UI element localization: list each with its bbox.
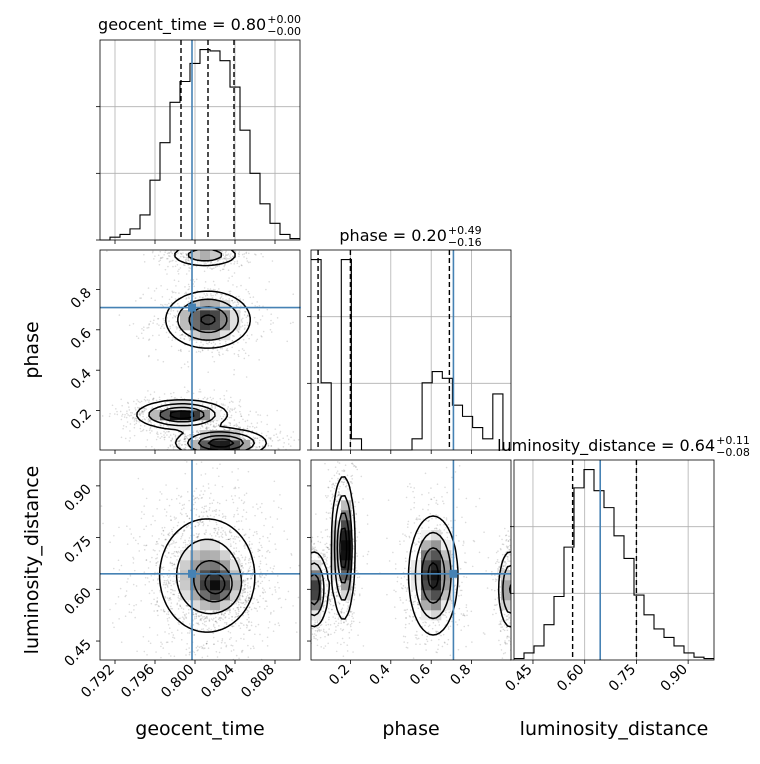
x-tick-label: 0.6 (407, 661, 434, 688)
y-tick-label: 0.4 (68, 366, 95, 393)
injection-marker (188, 570, 196, 578)
x-tick-label: 0.45 (502, 662, 535, 695)
y-tick-label: 0.8 (68, 285, 95, 312)
x-axis-label-luminosity_distance: luminosity_distance (520, 718, 709, 740)
title-text: geocent_time = 0.80 (98, 15, 266, 35)
x-tick-label: 0.792 (78, 662, 118, 702)
histogram-luminosity_distance (514, 470, 714, 659)
y-tick-label: 0.60 (61, 585, 94, 618)
title-sub: −0.00 (267, 25, 301, 38)
x-tick-label: 0.60 (554, 662, 587, 695)
y-tick-label: 0.75 (61, 533, 94, 566)
title-text: luminosity_distance = 0.64 (497, 436, 715, 456)
histogram-phase (311, 260, 511, 450)
x-axis-label-phase: phase (382, 718, 439, 740)
x-tick-label: 0.804 (198, 661, 238, 701)
title-geocent_time: geocent_time = 0.80+0.00−0.00 (98, 13, 301, 38)
histogram-geocent_time (100, 50, 300, 240)
y-axis-label-luminosity_distance: luminosity_distance (21, 466, 43, 655)
x-tick-label: 0.796 (118, 661, 158, 701)
x-tick-label: 0.4 (367, 661, 394, 688)
title-luminosity_distance: luminosity_distance = 0.64+0.11−0.08 (497, 434, 750, 459)
x-axis-label-geocent_time: geocent_time (135, 718, 264, 740)
x-tick-label: 0.800 (158, 662, 198, 702)
x-tick-label: 0.8 (447, 662, 474, 689)
y-tick-label: 0.45 (61, 637, 94, 670)
injection-marker (188, 304, 196, 312)
title-phase: phase = 0.20+0.49−0.16 (339, 224, 481, 249)
injection-marker (449, 570, 457, 578)
x-tick-label: 0.2 (326, 662, 353, 689)
title-sub: −0.16 (448, 236, 482, 249)
y-axis-label-phase: phase (21, 321, 43, 378)
x-tick-label: 0.90 (658, 662, 691, 695)
y-tick-label: 0.6 (68, 325, 95, 352)
title-text: phase = 0.20 (339, 226, 446, 245)
density-panel-geocent_time-luminosity_distance (79, 449, 322, 724)
y-tick-label: 0.2 (68, 406, 95, 433)
density-panel-geocent_time-phase (86, 235, 330, 472)
y-tick-label: 0.90 (61, 481, 94, 514)
x-tick-label: 0.808 (238, 662, 278, 702)
title-sub: −0.08 (716, 446, 750, 459)
density-panel-phase-luminosity_distance (285, 371, 536, 706)
x-tick-label: 0.75 (606, 662, 639, 695)
